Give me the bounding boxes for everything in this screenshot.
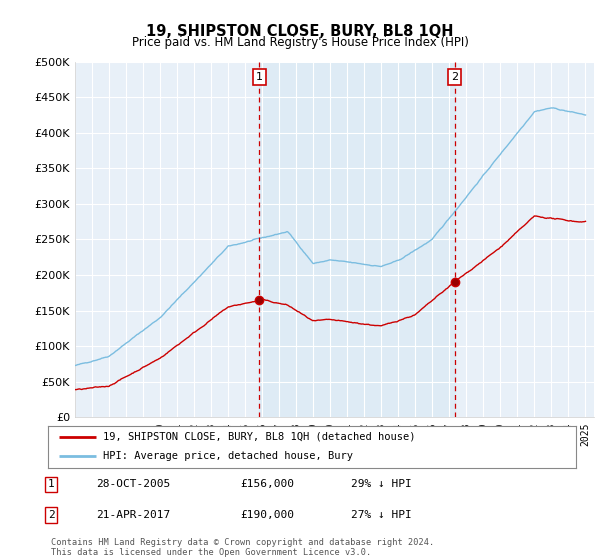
Text: HPI: Average price, detached house, Bury: HPI: Average price, detached house, Bury	[103, 451, 353, 461]
Text: £190,000: £190,000	[240, 510, 294, 520]
Text: Contains HM Land Registry data © Crown copyright and database right 2024.
This d: Contains HM Land Registry data © Crown c…	[51, 538, 434, 557]
Text: Price paid vs. HM Land Registry's House Price Index (HPI): Price paid vs. HM Land Registry's House …	[131, 36, 469, 49]
Text: 29% ↓ HPI: 29% ↓ HPI	[351, 479, 412, 489]
Text: 1: 1	[256, 72, 263, 82]
Text: 19, SHIPSTON CLOSE, BURY, BL8 1QH: 19, SHIPSTON CLOSE, BURY, BL8 1QH	[146, 24, 454, 39]
Text: 21-APR-2017: 21-APR-2017	[96, 510, 170, 520]
Text: 2: 2	[47, 510, 55, 520]
Text: 1: 1	[47, 479, 55, 489]
Text: £156,000: £156,000	[240, 479, 294, 489]
Text: 28-OCT-2005: 28-OCT-2005	[96, 479, 170, 489]
Bar	[259, 62, 455, 417]
Text: 2: 2	[451, 72, 458, 82]
Text: 19, SHIPSTON CLOSE, BURY, BL8 1QH (detached house): 19, SHIPSTON CLOSE, BURY, BL8 1QH (detac…	[103, 432, 416, 442]
Text: 27% ↓ HPI: 27% ↓ HPI	[351, 510, 412, 520]
